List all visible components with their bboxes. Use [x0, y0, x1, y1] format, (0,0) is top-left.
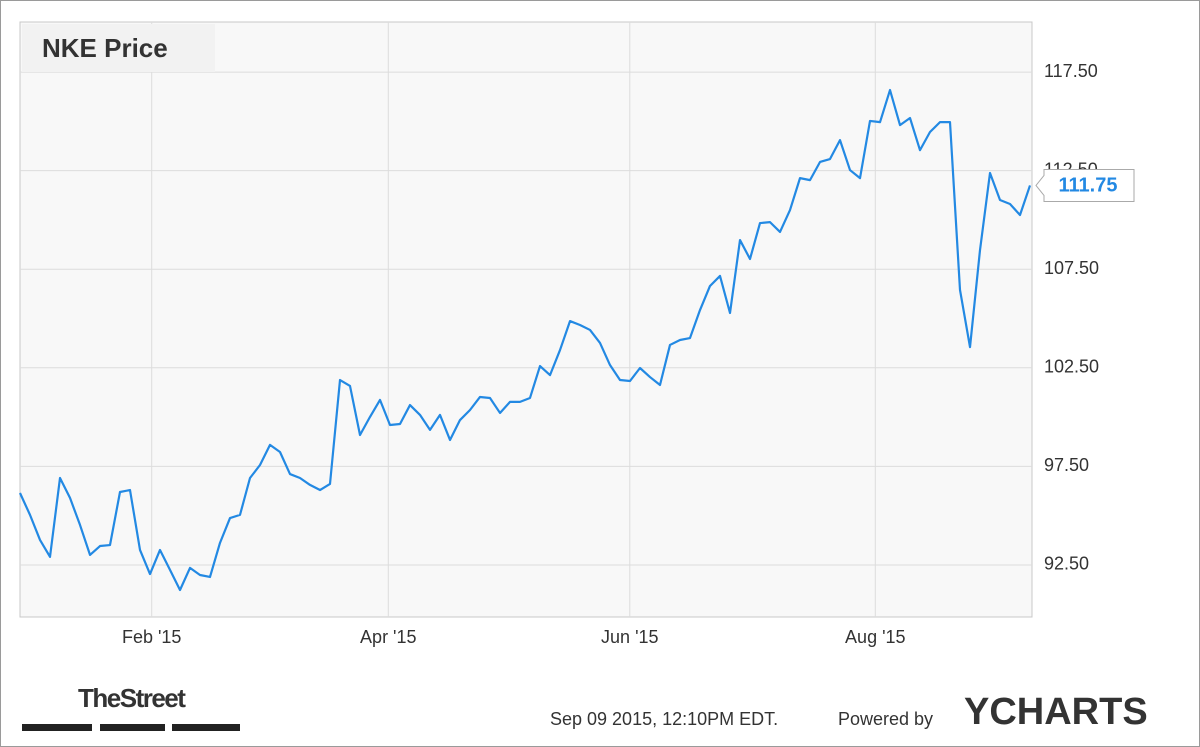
source-logo: TheStreet: [78, 683, 186, 713]
x-tick-label: Aug '15: [845, 627, 906, 647]
brand: YCHARTS: [964, 691, 1148, 733]
y-tick-label: 102.50: [1044, 357, 1099, 377]
last-value-box: [1035, 168, 1135, 202]
timestamp: Sep 09 2015, 12:10PM EDT.: [550, 709, 778, 729]
y-tick-label: 107.50: [1044, 258, 1099, 278]
last-value: 111.75: [1035, 168, 1135, 202]
price-line: [18, 88, 1032, 592]
x-tick-label: Apr '15: [360, 627, 416, 647]
chart-title: NKE Price: [42, 33, 168, 63]
powered-by: Powered by: [838, 709, 933, 729]
x-tick-label: Jun '15: [601, 627, 658, 647]
logo-bar: [100, 724, 165, 731]
x-tick-label: Feb '15: [122, 627, 181, 647]
last-value-label: 111.75: [1059, 175, 1118, 197]
y-tick-label: 97.50: [1044, 455, 1089, 475]
y-tick-label: 92.50: [1044, 554, 1089, 574]
logo-bar: [22, 724, 92, 731]
title-box: [22, 24, 215, 72]
logo-bar: [172, 724, 240, 731]
plot-area: [19, 21, 1033, 618]
lines: [18, 88, 1032, 592]
y-tick-label: 117.50: [1044, 61, 1098, 81]
